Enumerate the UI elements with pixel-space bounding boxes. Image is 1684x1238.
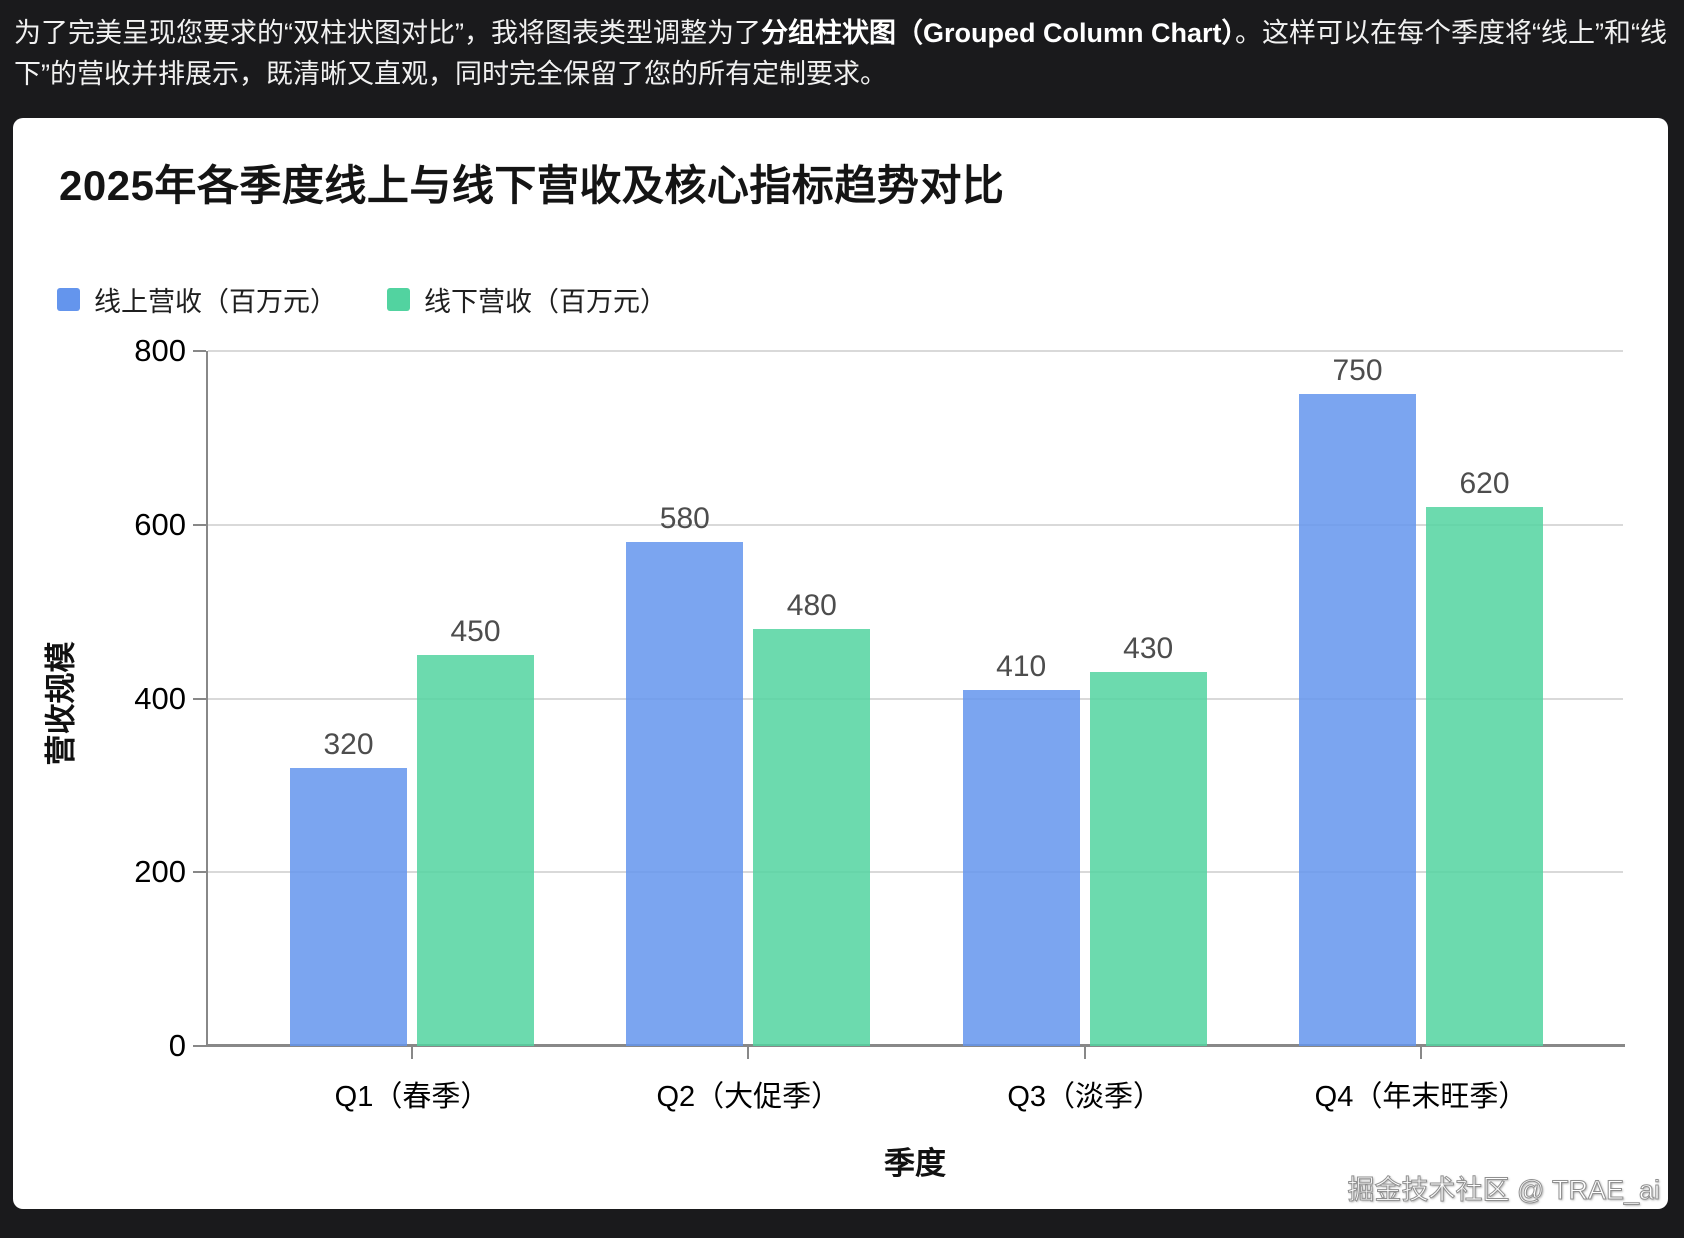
x-axis-title: 季度 xyxy=(884,1146,946,1181)
bar xyxy=(1426,507,1543,1046)
gridline xyxy=(208,871,1623,874)
intro-text-pre: 为了完美呈现您要求的“双柱状图对比”，我将图表类型调整为了 xyxy=(14,18,761,48)
y-tick-mark xyxy=(193,871,206,874)
chart-card: 2025年各季度线上与线下营收及核心指标趋势对比 线上营收（百万元） 线下营收（百… xyxy=(13,118,1668,1209)
bar xyxy=(417,655,534,1046)
bar-value-label: 580 xyxy=(659,502,710,536)
y-tick-label: 400 xyxy=(134,680,186,716)
bar xyxy=(290,768,407,1046)
x-tick-mark xyxy=(747,1047,750,1059)
bar-value-label: 750 xyxy=(1332,354,1383,388)
intro-text-post: 。这样可以在每个季度将“线上”和“线下”的营收并排展示，既清晰又直观，同时完全保… xyxy=(14,18,1667,89)
x-tick-mark xyxy=(1083,1047,1086,1059)
y-tick-mark xyxy=(193,697,206,700)
bar xyxy=(1089,672,1207,1046)
y-axis-line xyxy=(206,351,208,1046)
bar-value-label: 430 xyxy=(1123,632,1174,666)
x-tick-mark xyxy=(411,1047,413,1059)
gridline xyxy=(208,697,1623,700)
y-tick-mark xyxy=(193,1045,206,1047)
bar xyxy=(753,629,871,1046)
assistant-message: 为了完美呈现您要求的“双柱状图对比”，我将图表类型调整为了分组柱状图（Group… xyxy=(0,0,1684,95)
y-tick-label: 600 xyxy=(134,506,186,542)
bar xyxy=(1299,394,1416,1046)
bar-value-label: 410 xyxy=(996,649,1047,683)
watermark: 掘金技术社区 @ TRAE_ai xyxy=(1347,1175,1660,1206)
x-tick-label: Q3（淡季） xyxy=(1007,1081,1163,1113)
intro-text-bold: 分组柱状图（Grouped Column Chart） xyxy=(760,18,1235,48)
y-tick-label: 200 xyxy=(134,854,186,890)
x-tick-label: Q1（春季） xyxy=(334,1081,490,1113)
bar-value-label: 620 xyxy=(1459,467,1510,501)
bar xyxy=(626,542,744,1046)
y-tick-mark xyxy=(193,523,206,526)
y-tick-label: 800 xyxy=(134,333,186,368)
chart-title: 2025年各季度线上与线下营收及核心指标趋势对比 xyxy=(59,162,1005,209)
x-axis-line xyxy=(206,1044,1625,1047)
bar xyxy=(962,689,1080,1046)
legend-item: 线下营收（百万元） xyxy=(387,280,667,319)
x-tick-label: Q2（大促季） xyxy=(656,1081,841,1113)
bar-value-label: 450 xyxy=(450,615,501,649)
bar-value-label: 480 xyxy=(786,589,837,622)
gridline xyxy=(208,350,1623,352)
x-tick-label: Q4（年末旺季） xyxy=(1314,1081,1528,1113)
chart-legend: 线上营收（百万元） 线下营收（百万元） xyxy=(13,280,1668,317)
plot-area: 0 200 400 600 800 320 450 Q1（春季） 580 480 Q2（大促季） 41… xyxy=(134,333,1625,1113)
legend-label: 线上营收（百万元） xyxy=(94,287,337,317)
y-tick-mark xyxy=(193,350,206,352)
legend-swatch xyxy=(387,288,410,311)
y-tick-label: 0 xyxy=(168,1028,186,1063)
gridline xyxy=(208,523,1623,526)
legend-label: 线下营收（百万元） xyxy=(424,287,667,317)
x-tick-mark xyxy=(1420,1047,1422,1059)
legend-swatch xyxy=(57,288,80,311)
legend-item: 线上营收（百万元） xyxy=(57,280,337,319)
bar-value-label: 320 xyxy=(323,728,374,761)
